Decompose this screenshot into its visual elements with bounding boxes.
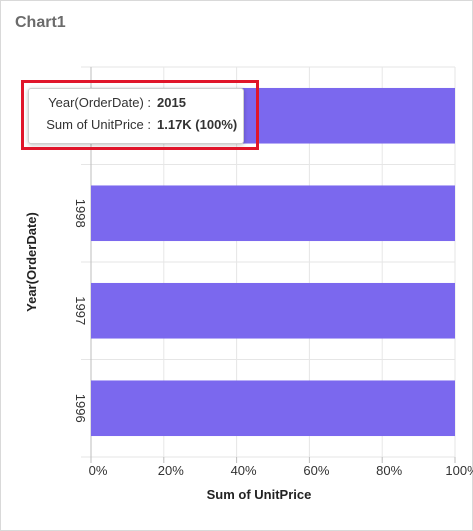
tooltip-value: 1.17K (100%) xyxy=(157,117,238,132)
y-tick-label: 1998 xyxy=(73,199,88,228)
tooltip-row-year: Year(OrderDate) : 2015 xyxy=(29,95,243,113)
x-tick-label: 40% xyxy=(231,463,257,478)
y-axis-title: Year(OrderDate) xyxy=(24,212,39,312)
x-tick-label: 80% xyxy=(376,463,402,478)
x-tick-label: 60% xyxy=(303,463,329,478)
y-tick-label: 1996 xyxy=(73,394,88,423)
tooltip-value: 2015 xyxy=(157,95,186,110)
tooltip-label: Sum of UnitPrice : xyxy=(46,117,151,132)
x-tick-label: 100% xyxy=(445,463,473,478)
tooltip-row-sum: Sum of UnitPrice : 1.17K (100%) xyxy=(29,117,243,135)
chart-tooltip: Year(OrderDate) : 2015 Sum of UnitPrice … xyxy=(28,88,244,144)
chart-title: Chart1 xyxy=(15,14,66,31)
x-tick-label: 0% xyxy=(89,463,108,478)
x-axis-title: Sum of UnitPrice xyxy=(207,487,312,502)
x-tick-label: 20% xyxy=(158,463,184,478)
bar xyxy=(91,282,455,339)
bar xyxy=(91,185,455,242)
tooltip-label: Year(OrderDate) : xyxy=(48,95,151,110)
bar xyxy=(91,380,455,437)
y-tick-label: 1997 xyxy=(73,296,88,325)
